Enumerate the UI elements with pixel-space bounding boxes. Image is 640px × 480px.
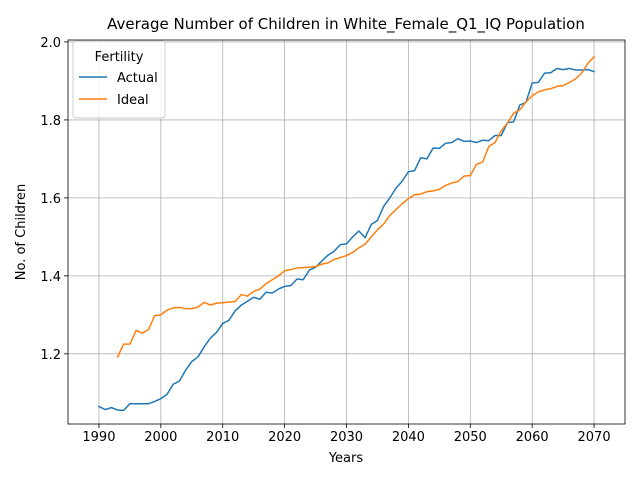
x-tick-label: 1990 — [82, 430, 115, 445]
y-tick-label: 2.0 — [40, 36, 61, 51]
ticks: 1990 2000 2010 2020 2030 2040 2050 2060 2070 1.2 1… — [40, 36, 610, 445]
y-axis-label: No. of Children — [14, 184, 29, 280]
x-tick-label: 2070 — [578, 430, 611, 445]
legend-title: Fertility — [95, 50, 144, 65]
legend-label-ideal: Ideal — [117, 93, 149, 108]
legend-label-actual: Actual — [117, 71, 158, 86]
x-tick-label: 2020 — [268, 430, 301, 445]
y-tick-label: 1.8 — [40, 114, 61, 129]
x-tick-label: 2040 — [392, 430, 425, 445]
chart-title: Average Number of Children in White_Fema… — [107, 15, 585, 34]
y-tick-label: 1.6 — [40, 192, 61, 207]
x-tick-label: 2050 — [454, 430, 487, 445]
grid — [68, 40, 625, 424]
x-axis-label: Years — [328, 451, 364, 466]
x-tick-label: 2000 — [144, 430, 177, 445]
series-line-ideal — [116, 55, 596, 358]
y-tick-label: 1.4 — [40, 270, 61, 285]
x-tick-label: 2010 — [206, 430, 239, 445]
y-tick-label: 1.2 — [40, 348, 61, 363]
series-line-actual — [97, 67, 596, 412]
legend: Fertility Actual Ideal — [72, 40, 166, 119]
x-tick-label: 2060 — [516, 430, 549, 445]
series-group — [97, 55, 596, 412]
x-tick-label: 2030 — [330, 430, 363, 445]
